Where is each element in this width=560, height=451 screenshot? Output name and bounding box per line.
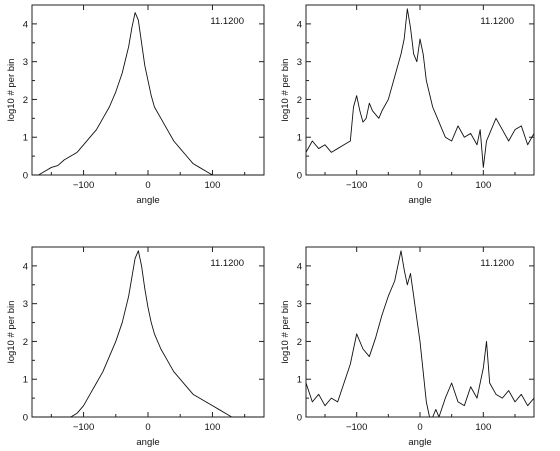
y-axis-label: log10 # per bin [280,301,291,364]
chart-panel-4: −100 0 100 0 1 2 3 4 angle log10 # per bin 11.1200 [280,246,535,448]
x-tick-label: 0 [145,422,150,433]
y-tick-label: 1 [23,375,28,386]
plot-frame [31,246,265,418]
x-tick-label: 0 [145,180,150,191]
plot-frame [305,246,535,418]
plot-frame [305,4,535,176]
y-tick-label: 0 [23,171,28,182]
histogram-line [32,12,264,176]
x-tick-label: 100 [475,180,491,191]
x-tick-label: −100 [346,180,367,191]
x-tick-label: 0 [417,180,422,191]
y-tick-label: 1 [23,133,28,144]
x-tick-label: 100 [205,422,221,433]
chart-panel-2: −100 0 100 0 1 2 3 4 angle log10 # per bin 11.1200 [280,4,535,206]
y-tick-label: 0 [297,413,302,424]
x-tick-label: −100 [73,180,94,191]
y-tick-label: 3 [297,299,302,310]
x-axis-label: angle [408,195,431,206]
x-axis-label: angle [408,437,431,448]
y-axis-label: log10 # per bin [6,59,17,122]
y-tick-label: 1 [297,133,302,144]
x-tick-label: 100 [205,180,221,191]
y-axis-label: log10 # per bin [6,301,17,364]
y-tick-label: 0 [297,171,302,182]
chart-panel-1: −100 0 100 0 1 2 3 4 angle log10 # per bin 11.1200 [6,4,265,206]
y-tick-label: 2 [297,337,302,348]
x-tick-label: −100 [73,422,94,433]
run-annotation: 11.1200 [480,258,514,269]
run-annotation: 11.1200 [210,16,244,27]
y-tick-label: 3 [23,57,28,68]
histogram-line [32,250,264,418]
x-axis-label: angle [136,437,159,448]
y-tick-label: 4 [297,19,302,30]
y-tick-label: 2 [23,337,28,348]
x-tick-label: 100 [475,422,491,433]
chart-panel-3: −100 0 100 0 1 2 3 4 angle log10 # per bin 11.1200 [6,246,265,448]
histogram-line [305,250,535,418]
y-tick-label: 4 [23,261,28,272]
y-axis-label: log10 # per bin [280,59,291,122]
y-tick-label: 3 [23,299,28,310]
run-annotation: 11.1200 [210,258,244,269]
y-tick-label: 3 [297,57,302,68]
x-tick-label: −100 [346,422,367,433]
y-tick-label: 0 [23,413,28,424]
x-axis-label: angle [136,195,159,206]
y-tick-label: 1 [297,375,302,386]
run-annotation: 11.1200 [480,16,514,27]
histogram-line [305,8,535,168]
x-tick-label: 0 [417,422,422,433]
plot-frame [31,4,265,176]
y-tick-label: 4 [23,19,28,30]
y-tick-label: 4 [297,261,302,272]
y-tick-label: 2 [297,95,302,106]
y-tick-label: 2 [23,95,28,106]
